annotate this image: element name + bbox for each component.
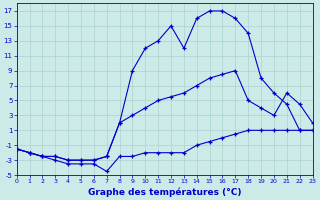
X-axis label: Graphe des températures (°C): Graphe des températures (°C) <box>88 187 241 197</box>
